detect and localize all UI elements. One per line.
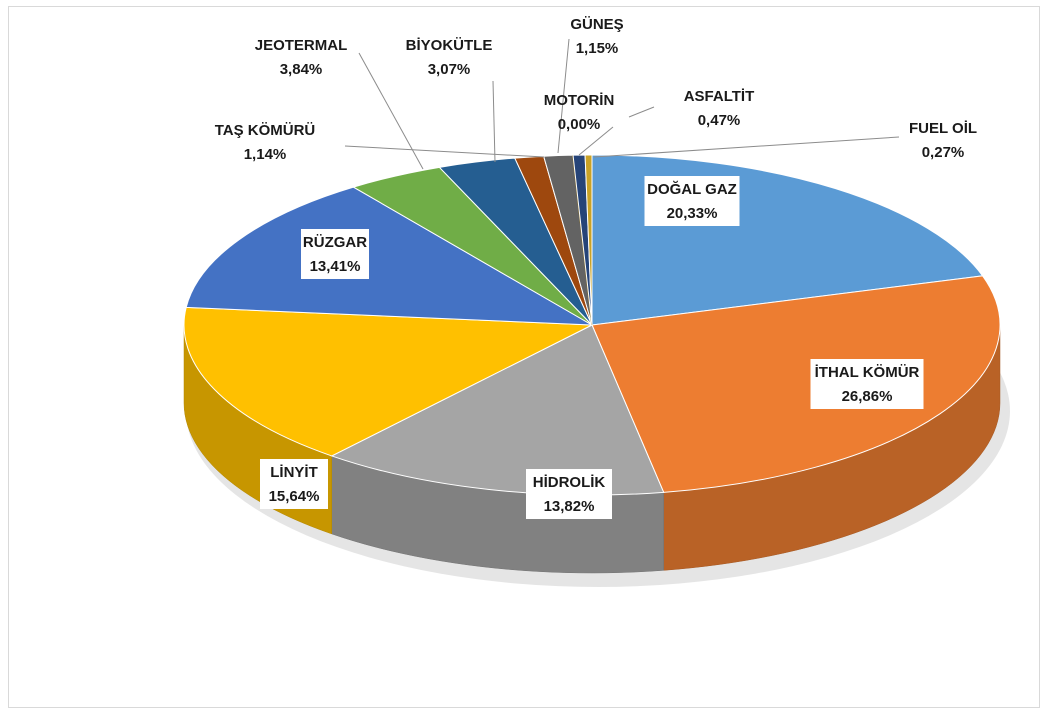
leader-line-tas-komuru — [344, 145, 545, 158]
label-ruzgar: RÜZGAR 13,41% — [301, 229, 369, 279]
leader-line-biyokutle — [492, 80, 496, 163]
data-labels: DOĞAL GAZ 20,33% İTHAL KÖMÜR 26,86% HİDROLİK… — [215, 16, 977, 519]
slice-label-value: 1,14% — [244, 146, 287, 163]
slice-label-value: 13,41% — [310, 258, 361, 275]
chart-frame: DOĞAL GAZ 20,33% İTHAL KÖMÜR 26,86% HİDROLİK… — [8, 6, 1040, 708]
slice-label-name: ASFALTİT — [684, 88, 755, 105]
slice-label-value: 0,00% — [558, 116, 601, 133]
label-box — [810, 359, 924, 409]
leader-line-asfaltit — [628, 106, 655, 118]
slice-ithal-komur — [591, 275, 1001, 493]
label-gunes: GÜNEŞ 1,15% — [557, 16, 624, 154]
slice-linyit — [183, 306, 594, 457]
label-fuel-oil: FUEL OİL 0,27% — [593, 120, 977, 161]
slice-label-value: 20,33% — [667, 205, 718, 222]
label-dogal-gaz: DOĞAL GAZ 20,33% — [644, 176, 740, 226]
slice-label-value: 0,27% — [922, 144, 965, 161]
slice-label-name: İTHAL KÖMÜR — [815, 364, 920, 381]
label-asfaltit: ASFALTİT 0,47% — [628, 88, 755, 129]
label-box — [644, 176, 740, 226]
label-ithal-komur: İTHAL KÖMÜR 26,86% — [810, 359, 924, 409]
slice-label-name: DOĞAL GAZ — [647, 180, 737, 198]
slice-label-value: 13,82% — [544, 498, 595, 515]
slice-label-value: 26,86% — [842, 388, 893, 405]
slice-label-value: 0,47% — [698, 112, 741, 129]
label-box — [526, 469, 612, 519]
slice-label-name: JEOTERMAL — [255, 37, 348, 54]
label-tas-komuru: TAŞ KÖMÜRÜ 1,14% — [215, 122, 545, 163]
slice-label-value: 3,84% — [280, 61, 323, 78]
slice-hidrolik — [330, 324, 665, 496]
slice-label-name: TAŞ KÖMÜRÜ — [215, 122, 316, 139]
slice-label-value: 1,15% — [576, 40, 619, 57]
label-linyit: LİNYİT 15,64% — [260, 459, 328, 509]
leader-line-jeotermal — [358, 52, 424, 170]
slice-label-name: FUEL OİL — [909, 120, 977, 137]
slice-label-name: MOTORİN — [544, 92, 615, 109]
slice-fuel-oil — [584, 154, 593, 326]
label-motorin: MOTORİN 0,00% — [544, 92, 615, 156]
slice-label-value: 3,07% — [428, 61, 471, 78]
leader-line-fuel-oil — [593, 136, 900, 158]
label-hidrolik: HİDROLİK 13,82% — [526, 469, 612, 519]
slice-ruzgar — [185, 186, 593, 326]
leader-line-gunes — [557, 38, 570, 154]
slice-label-name: HİDROLİK — [533, 474, 606, 491]
pie-chart: DOĞAL GAZ 20,33% İTHAL KÖMÜR 26,86% HİDROLİK… — [183, 16, 1010, 587]
label-jeotermal: JEOTERMAL 3,84% — [255, 37, 424, 170]
label-box — [260, 459, 328, 509]
slice-label-name: LİNYİT — [270, 464, 318, 481]
slice-label-name: BİYOKÜTLE — [406, 37, 493, 54]
leader-line-motorin — [578, 126, 614, 156]
label-box — [301, 229, 369, 279]
slice-label-name: RÜZGAR — [303, 234, 367, 251]
label-biyokutle: BİYOKÜTLE 3,07% — [406, 37, 496, 163]
slice-label-name: GÜNEŞ — [570, 16, 623, 33]
slice-label-value: 15,64% — [269, 488, 320, 505]
pie-top-faces — [183, 154, 1001, 496]
